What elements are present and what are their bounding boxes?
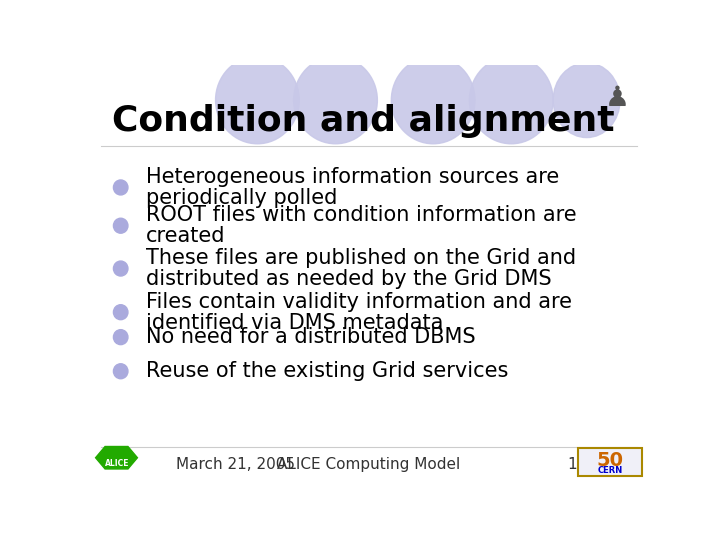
- Ellipse shape: [392, 57, 475, 144]
- Text: identified via DMS metadata: identified via DMS metadata: [145, 313, 444, 333]
- Text: No need for a distributed DBMS: No need for a distributed DBMS: [145, 327, 475, 347]
- Text: ALICE: ALICE: [104, 458, 129, 468]
- Ellipse shape: [114, 218, 128, 233]
- Ellipse shape: [553, 63, 620, 138]
- Ellipse shape: [114, 305, 128, 320]
- Text: Reuse of the existing Grid services: Reuse of the existing Grid services: [145, 361, 508, 381]
- Text: ROOT files with condition information are: ROOT files with condition information ar…: [145, 205, 577, 225]
- Ellipse shape: [114, 329, 128, 345]
- Ellipse shape: [114, 180, 128, 195]
- Ellipse shape: [294, 57, 377, 144]
- Text: periodically polled: periodically polled: [145, 188, 337, 208]
- Text: ALICE Computing Model: ALICE Computing Model: [277, 457, 461, 472]
- Text: Heterogeneous information sources are: Heterogeneous information sources are: [145, 167, 559, 187]
- Text: These files are published on the Grid and: These files are published on the Grid an…: [145, 248, 576, 268]
- Text: Condition and alignment: Condition and alignment: [112, 104, 615, 138]
- Ellipse shape: [215, 57, 300, 144]
- Ellipse shape: [114, 364, 128, 379]
- Ellipse shape: [469, 57, 553, 144]
- Text: ♟: ♟: [605, 84, 630, 112]
- Text: CERN: CERN: [598, 465, 623, 475]
- Text: created: created: [145, 226, 225, 246]
- Text: 13: 13: [567, 457, 587, 472]
- Polygon shape: [96, 447, 138, 469]
- Text: 50: 50: [597, 451, 624, 470]
- Text: March 21, 2005: March 21, 2005: [176, 457, 295, 472]
- Text: distributed as needed by the Grid DMS: distributed as needed by the Grid DMS: [145, 269, 552, 289]
- Ellipse shape: [114, 261, 128, 276]
- Text: Files contain validity information and are: Files contain validity information and a…: [145, 292, 572, 312]
- FancyBboxPatch shape: [578, 448, 642, 476]
